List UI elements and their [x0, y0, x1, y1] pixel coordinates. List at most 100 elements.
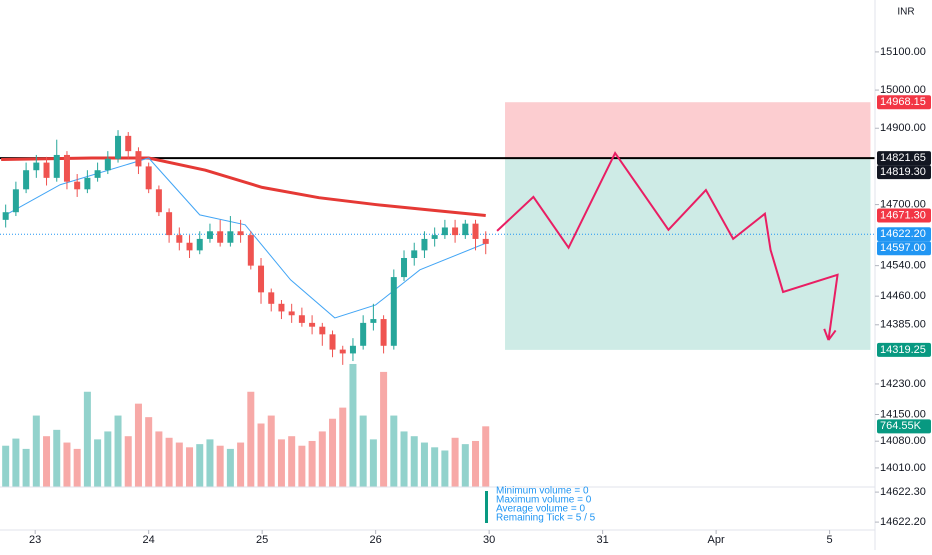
volume-bar	[165, 437, 173, 487]
plot-area	[0, 102, 875, 487]
volume-bar	[216, 445, 224, 487]
volume-badge-label: 764.55K	[880, 420, 922, 432]
candle-body	[401, 258, 408, 278]
moving-average	[5, 157, 488, 319]
candle-body	[206, 231, 213, 239]
candle-body	[268, 292, 275, 304]
candle-body	[217, 231, 224, 243]
candle-body	[125, 135, 132, 152]
price-badge	[877, 151, 931, 166]
volume-bar	[431, 447, 439, 487]
projection-line	[496, 151, 839, 341]
x-tick-label: 5	[827, 534, 833, 546]
candle-body	[176, 235, 183, 243]
volume-bar	[124, 436, 132, 487]
volume-bar	[359, 415, 367, 487]
candle-body	[74, 181, 81, 190]
arrow-head	[823, 328, 830, 341]
volume-bar	[22, 448, 30, 487]
y-tick-label: 14010.00	[880, 462, 926, 474]
candle-body	[472, 223, 479, 239]
price-badge-label: 14968.15	[880, 96, 926, 108]
candle-body	[135, 151, 142, 167]
y-tick-label: 14230.00	[880, 378, 926, 390]
volume-bar	[482, 426, 490, 487]
candle-body	[462, 223, 469, 236]
candle-body	[329, 334, 336, 350]
candle-body	[370, 319, 377, 323]
candle-body	[309, 322, 316, 327]
candle-body	[319, 326, 326, 335]
volume-bar	[43, 436, 51, 487]
candle-body	[411, 250, 418, 259]
indicator-text: Remaining Tick = 5 / 5	[496, 513, 596, 524]
volume-bar	[349, 363, 357, 487]
candle-body	[2, 212, 9, 220]
x-tick-label: 24	[143, 534, 155, 546]
volume-bar	[472, 440, 480, 487]
volume-bar	[206, 439, 214, 487]
x-tick-label: 31	[597, 534, 609, 546]
volume-bar	[400, 431, 408, 487]
volume-bar	[134, 403, 142, 487]
volume-bar	[369, 439, 377, 487]
candle-body	[237, 231, 244, 236]
volume-bar	[277, 439, 285, 487]
price-badge-label: 14821.65	[880, 152, 926, 164]
candle-body	[12, 189, 19, 213]
volume-bar	[441, 450, 449, 487]
candle-body	[53, 154, 60, 178]
candle-body	[441, 227, 448, 236]
candle-body	[94, 170, 101, 178]
candle-body	[23, 170, 30, 190]
currency: INR	[897, 7, 914, 18]
candle-body	[186, 242, 193, 251]
candle-body	[84, 177, 91, 190]
volume-bar	[53, 429, 61, 487]
price-badge	[877, 165, 931, 180]
candle-body	[258, 265, 265, 293]
candle-body	[482, 238, 489, 244]
candle-body	[339, 349, 346, 354]
candle-body	[155, 189, 162, 213]
volume-bar	[288, 436, 296, 487]
target-zone	[505, 158, 871, 350]
candle-body	[43, 162, 50, 178]
volume-bar	[380, 371, 388, 487]
price-badge	[877, 227, 931, 242]
volume-bar	[329, 418, 337, 487]
y-tick-label: 14460.00	[880, 290, 926, 302]
volume-bar	[63, 442, 71, 487]
price-badge	[877, 95, 931, 110]
volume-bar	[339, 407, 347, 487]
y-tick-label: 14700.00	[880, 198, 926, 210]
x-tick-label: 30	[483, 534, 495, 546]
candle-body	[380, 319, 387, 346]
candle-body	[278, 303, 285, 312]
indicator-tick-label: 14622.30	[880, 486, 926, 498]
volume-bar	[298, 445, 306, 487]
volume-bar	[114, 415, 122, 487]
x-tick-label: 25	[256, 534, 268, 546]
candle-body	[349, 345, 356, 354]
candle-body	[360, 322, 367, 346]
volume-bar	[410, 436, 418, 487]
stop-zone	[505, 102, 871, 159]
volume-bar	[247, 391, 255, 487]
indicator-text: Minimum volume = 0	[496, 486, 589, 497]
price-badge	[877, 208, 931, 223]
arrow-head	[827, 329, 837, 341]
volume-bar	[420, 442, 428, 487]
indicator-bar	[485, 491, 488, 523]
volume-bar	[145, 417, 153, 487]
volume-bar	[318, 431, 326, 487]
indicator-text: Maximum volume = 0	[496, 495, 592, 506]
volume-bar	[186, 447, 194, 487]
volume-bar	[155, 431, 163, 487]
price-badge	[877, 241, 931, 256]
candle-body	[288, 311, 295, 316]
candle-body	[247, 235, 254, 266]
candle-body	[421, 238, 428, 251]
volume-bar	[308, 440, 316, 487]
